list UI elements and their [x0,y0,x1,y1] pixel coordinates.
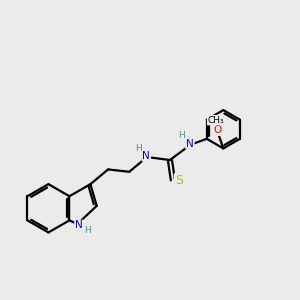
Text: CH₃: CH₃ [208,116,224,124]
Text: N: N [186,139,194,148]
Text: H: H [135,144,142,153]
Text: S: S [175,174,183,187]
Text: O: O [213,125,221,135]
Text: H: H [178,131,184,140]
Text: N: N [142,151,150,161]
Text: H: H [84,226,91,235]
Text: N: N [75,220,83,230]
